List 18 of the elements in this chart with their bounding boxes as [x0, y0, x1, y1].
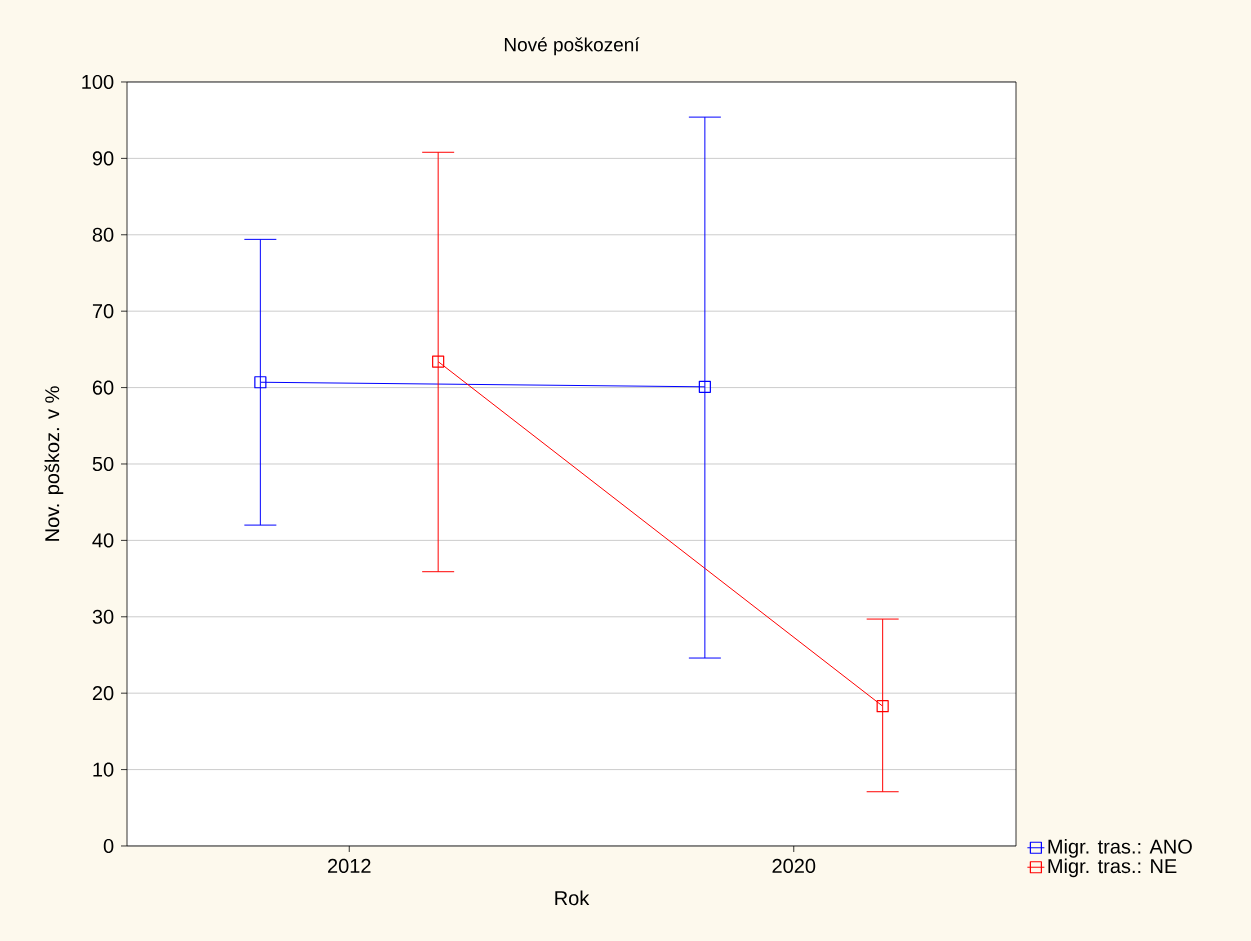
y-tick-label: 100: [82, 74, 114, 90]
chart-title: Nové poškození: [504, 37, 640, 56]
legend-label: Migr. tras.: ANO: [1048, 839, 1192, 858]
legend-label: Migr. tras.: NE: [1048, 858, 1177, 878]
y-tick-label: 40: [92, 533, 114, 548]
y-tick-label: 70: [92, 304, 114, 319]
x-tick-label: 2020: [772, 858, 816, 874]
x-axis-title: Rok: [555, 890, 590, 906]
y-tick-label: 80: [92, 227, 114, 242]
y-tick-label: 0: [103, 838, 114, 854]
x-tick-label: 2012: [328, 858, 371, 874]
y-tick-label: 60: [92, 380, 114, 395]
y-axis-title: Nov. poškoz. v %: [44, 386, 64, 541]
y-tick-label: 30: [92, 609, 114, 624]
y-tick-label: 50: [92, 456, 114, 472]
y-tick-label: 10: [93, 762, 114, 777]
y-tick-label: 20: [92, 686, 114, 701]
y-tick-label: 90: [92, 151, 114, 166]
